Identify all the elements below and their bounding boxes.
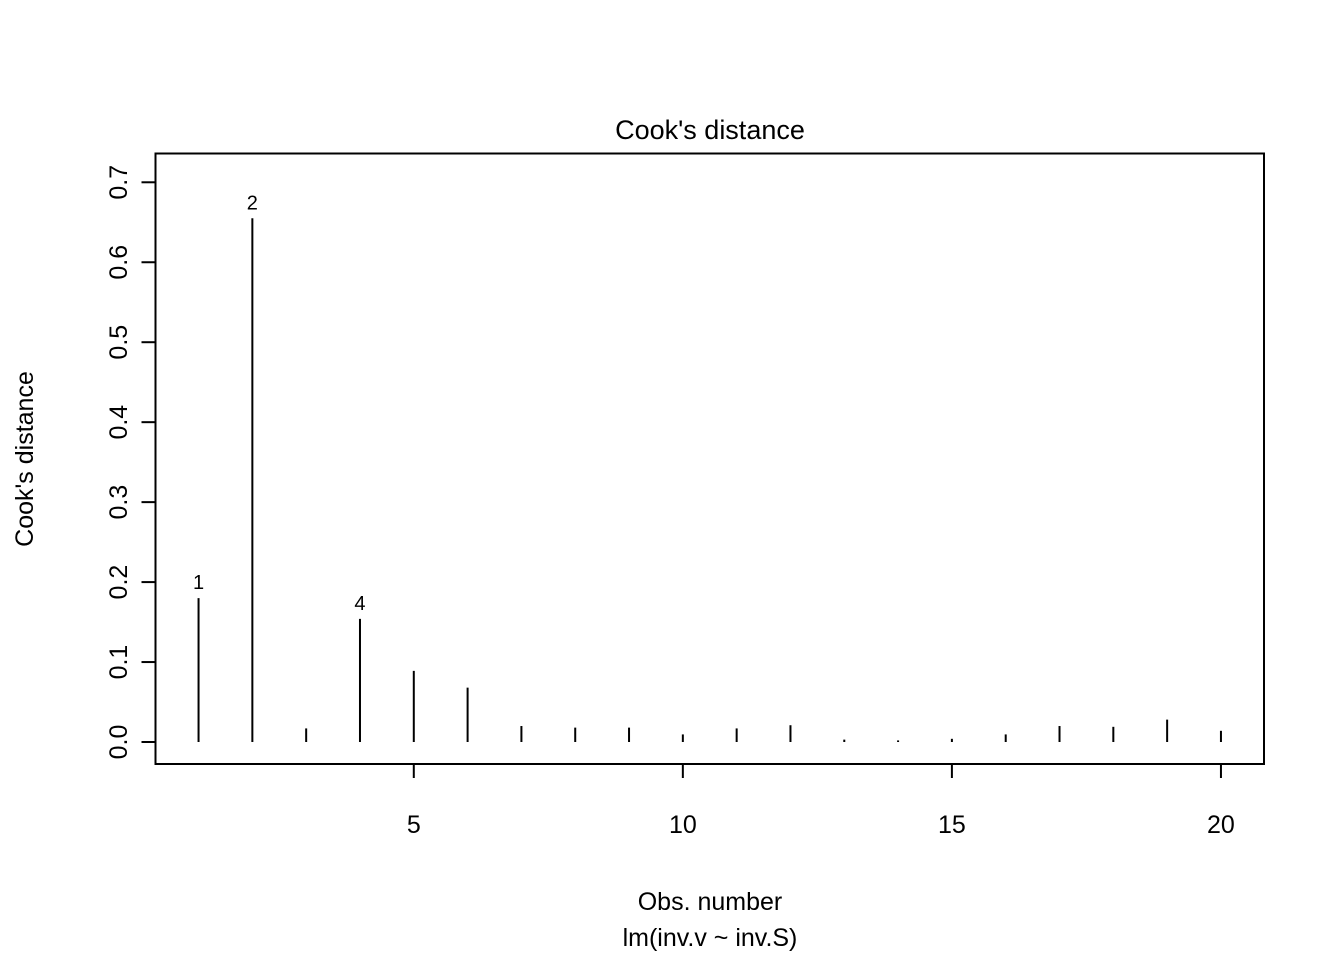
x-tick-label: 10	[669, 811, 697, 839]
cook-distance-bars	[197, 218, 1222, 743]
y-axis-label: Cook's distance	[11, 371, 39, 547]
chart-title: Cook's distance	[615, 115, 805, 145]
x-tick-label: 15	[938, 811, 966, 839]
outlier-label: 4	[354, 593, 365, 615]
y-tick-label: 0.3	[105, 485, 133, 520]
y-tick-label: 0.7	[105, 165, 133, 200]
x-axis-label: Obs. number	[638, 888, 783, 916]
model-formula-subtitle: lm(inv.v ~ inv.S)	[623, 924, 798, 952]
y-axis: 0.0 0.1 0.2 0.3 0.4 0.5 0.6 0.7	[105, 165, 156, 759]
y-tick-label: 0.1	[105, 645, 133, 680]
outlier-label: 1	[193, 572, 204, 594]
y-tick-label: 0.6	[105, 245, 133, 280]
plot-border	[154, 152, 1265, 765]
outlier-label: 2	[247, 192, 258, 214]
y-tick-label: 0.5	[105, 325, 133, 360]
x-tick-label: 20	[1207, 811, 1235, 839]
y-tick-label: 0.0	[105, 725, 133, 760]
x-axis: 5 10 15 20	[407, 764, 1235, 839]
x-tick-label: 5	[407, 811, 421, 839]
y-tick-label: 0.4	[105, 405, 133, 440]
y-tick-label: 0.2	[105, 565, 133, 600]
outlier-labels: 1 2 4	[193, 192, 366, 615]
